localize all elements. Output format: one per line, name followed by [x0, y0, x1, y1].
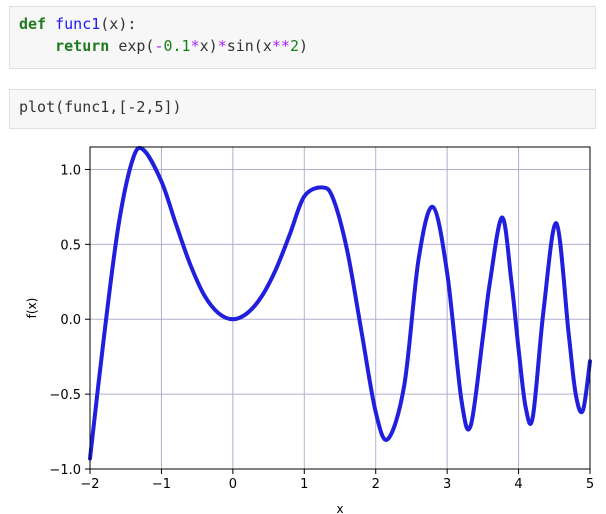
y-tick-label: 0.5: [60, 238, 81, 253]
code-token: (x):: [100, 15, 137, 33]
y-tick-label: −1.0: [49, 463, 81, 478]
code-token: 2: [289, 37, 299, 55]
code-token: x): [199, 37, 218, 55]
x-tick-label: 3: [443, 477, 451, 492]
series-line-0: [88, 145, 592, 461]
code-token: plot(func1,[-2,5]): [19, 98, 182, 116]
code-token: return: [55, 37, 110, 55]
x-tick-label: −2: [80, 477, 99, 492]
x-axis-label: x: [336, 502, 343, 514]
x-tick-label: 2: [372, 477, 380, 492]
code-token: [19, 37, 55, 55]
code-token: sin(x: [226, 37, 272, 55]
y-axis-label: f(x): [25, 298, 39, 319]
code-cell-function-definition[interactable]: def func1(x): return exp(-0.1*x)*sin(x**…: [9, 6, 596, 69]
code-token: -: [154, 37, 164, 55]
code-token: exp(: [109, 37, 155, 55]
x-tick-label: 0: [229, 477, 237, 492]
y-tick-label: −0.5: [49, 388, 81, 403]
code-token: *: [217, 37, 227, 55]
plot-frame: [89, 146, 591, 470]
x-tick-label: −1: [152, 477, 171, 492]
code-token: def: [19, 15, 47, 33]
code-token: [46, 15, 55, 33]
y-tick-label: 1.0: [60, 163, 81, 178]
code-token: func1: [55, 15, 101, 33]
x-tick-label: 4: [514, 477, 522, 492]
code-line: return exp(-0.1*x)*sin(x**2): [19, 35, 586, 57]
x-tick-label: 1: [300, 477, 308, 492]
y-tick-label: 0.0: [60, 313, 81, 328]
code-line: plot(func1,[-2,5]): [19, 96, 586, 118]
code-token: ): [298, 37, 308, 55]
code-token: 0.1: [163, 37, 191, 55]
x-tick-label: 5: [586, 477, 594, 492]
function-plot: −2 −1 0 1 2 3 4 5 −1.0 −0.5 0.0 0.5 1.0 x f(x): [25, 145, 594, 514]
code-line: def func1(x):: [19, 13, 586, 35]
code-token: **: [271, 37, 290, 55]
code-token: *: [190, 37, 200, 55]
code-cell-plot-call[interactable]: plot(func1,[-2,5]): [9, 89, 596, 129]
